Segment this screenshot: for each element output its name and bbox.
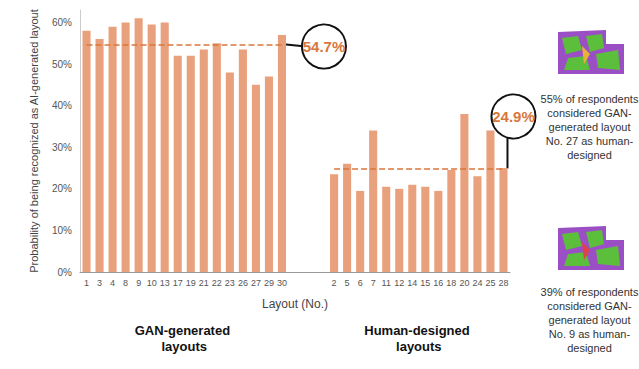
- svg-text:4: 4: [110, 278, 115, 288]
- svg-text:12: 12: [394, 278, 404, 288]
- svg-text:24: 24: [472, 278, 482, 288]
- svg-text:0%: 0%: [58, 267, 73, 278]
- svg-text:23: 23: [225, 278, 235, 288]
- svg-text:layouts: layouts: [396, 339, 442, 354]
- svg-text:30%: 30%: [52, 142, 72, 153]
- svg-text:20: 20: [459, 278, 469, 288]
- svg-text:3: 3: [97, 278, 102, 288]
- svg-text:24.9%: 24.9%: [492, 108, 535, 125]
- svg-text:Probability of being recognize: Probability of being recognized as AI-ge…: [28, 9, 40, 273]
- svg-text:28: 28: [498, 278, 508, 288]
- svg-text:14: 14: [407, 278, 417, 288]
- svg-text:10%: 10%: [52, 225, 72, 236]
- svg-text:7: 7: [371, 278, 376, 288]
- svg-text:22: 22: [212, 278, 222, 288]
- svg-text:60%: 60%: [52, 17, 72, 28]
- svg-text:54.7%: 54.7%: [303, 38, 346, 55]
- svg-text:10: 10: [147, 278, 157, 288]
- svg-text:5: 5: [345, 278, 350, 288]
- svg-text:6: 6: [358, 278, 363, 288]
- svg-text:20%: 20%: [52, 183, 72, 194]
- svg-text:GAN-generated: GAN-generated: [135, 323, 234, 338]
- html-text:55% of respondents considered: 55% of respondents considered GAN-genera…: [540, 93, 639, 161]
- html-text:39% of respondents considered: 39% of respondents considered GAN-genera…: [540, 286, 639, 354]
- svg-text:1: 1: [84, 278, 89, 288]
- svg-text:18: 18: [446, 278, 456, 288]
- svg-text:19: 19: [186, 278, 196, 288]
- svg-text:17: 17: [173, 278, 183, 288]
- svg-text:layouts: layouts: [161, 339, 207, 354]
- svg-text:8: 8: [123, 278, 128, 288]
- svg-text:11: 11: [382, 278, 391, 288]
- svg-text:Human-designed: Human-designed: [364, 323, 473, 338]
- svg-text:30: 30: [277, 278, 287, 288]
- svg-text:27: 27: [251, 278, 261, 288]
- svg-text:50%: 50%: [52, 59, 72, 70]
- svg-text:9: 9: [136, 278, 141, 288]
- svg-text:25: 25: [485, 278, 495, 288]
- svg-text:13: 13: [160, 278, 170, 288]
- svg-text:40%: 40%: [52, 100, 72, 111]
- svg-text:29: 29: [264, 278, 274, 288]
- svg-text:21: 21: [199, 278, 209, 288]
- svg-text:Layout (No.): Layout (No.): [262, 297, 328, 311]
- svg-text:26: 26: [238, 278, 248, 288]
- svg-text:16: 16: [433, 278, 443, 288]
- svg-text:2: 2: [332, 278, 337, 288]
- svg-text:15: 15: [420, 278, 430, 288]
